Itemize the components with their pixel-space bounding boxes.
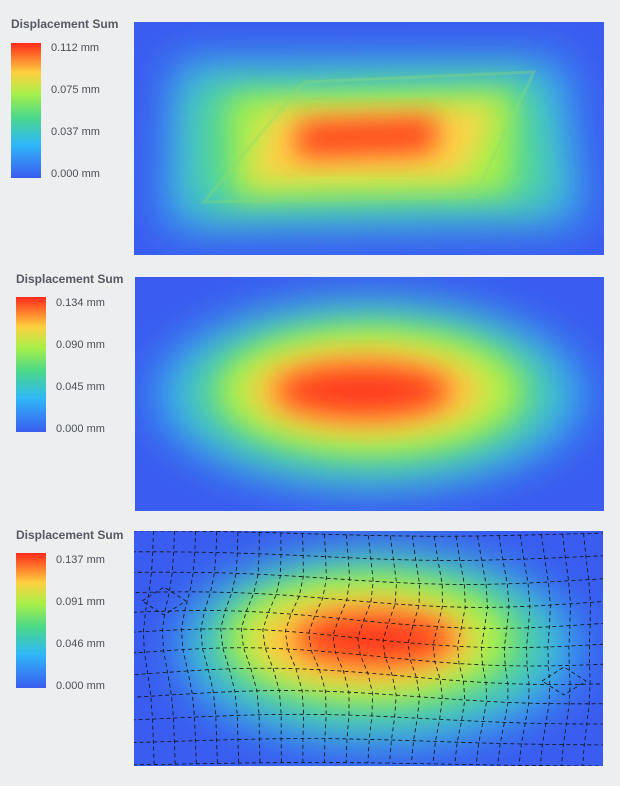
mesh-line [332,534,351,763]
mesh-line [134,738,603,746]
colorbar-tick-label: 0.000 mm [56,680,105,692]
colorbar-tick-label: 0.046 mm [56,638,105,650]
mesh-line [134,591,603,608]
mesh-line [382,535,397,764]
displacement-heatmap [135,277,604,511]
mesh-line [200,531,218,764]
mesh-line [284,533,305,763]
legend-title: Displacement Sum [16,528,124,542]
mesh-line [454,536,466,765]
colorbar-tick-label: 0.000 mm [56,423,105,435]
mesh-line [475,535,488,765]
mesh-line [539,534,551,766]
colorbar [11,43,41,178]
mesh-line [561,534,571,766]
heatmap-panel-1: Displacement Sum 0.112 mm 0.075 mm 0.037… [0,0,620,262]
mesh-line [518,535,531,766]
colorbar-tick-label: 0.091 mm [56,596,105,608]
colorbar [16,553,46,688]
colorbar-tick-label: 0.000 mm [51,168,100,180]
mesh-line [161,531,176,765]
colorbar-tick-label: 0.037 mm [51,126,100,138]
mesh-line [220,531,240,764]
colorbar-tick-label: 0.112 mm [51,42,100,54]
mesh-line [180,531,197,764]
mesh-line [308,534,327,763]
mesh-line [357,535,374,763]
colorbar-tick-label: 0.090 mm [56,339,105,351]
mesh-overlay [134,531,603,766]
legend-title: Displacement Sum [16,272,124,286]
mesh-line [262,532,282,763]
mesh-line [134,531,603,537]
mesh-line [541,666,587,696]
displacement-heatmap [134,22,604,255]
mesh-line [134,647,603,667]
mesh-line [240,532,261,763]
colorbar-tick-label: 0.134 mm [56,297,105,309]
colorbar-tick-label: 0.075 mm [51,84,100,96]
displacement-heatmap-with-mesh [134,531,603,766]
colorbar-tick-label: 0.045 mm [56,381,105,393]
mesh-line [582,533,591,766]
colorbar [16,297,46,432]
mesh-line [142,531,155,765]
heatmap-panel-2: Displacement Sum 0.134 mm 0.090 mm 0.045… [0,262,620,518]
mesh-line [134,610,603,629]
mesh-line [432,536,443,764]
mesh-line [407,536,420,764]
legend-title: Displacement Sum [11,17,119,31]
mesh-line [141,586,187,616]
colorbar-tick-label: 0.137 mm [56,554,105,566]
mesh-line [497,535,510,766]
heatmap-panel-3: Displacement Sum 0.137 mm 0.091 mm 0.046… [0,518,620,786]
